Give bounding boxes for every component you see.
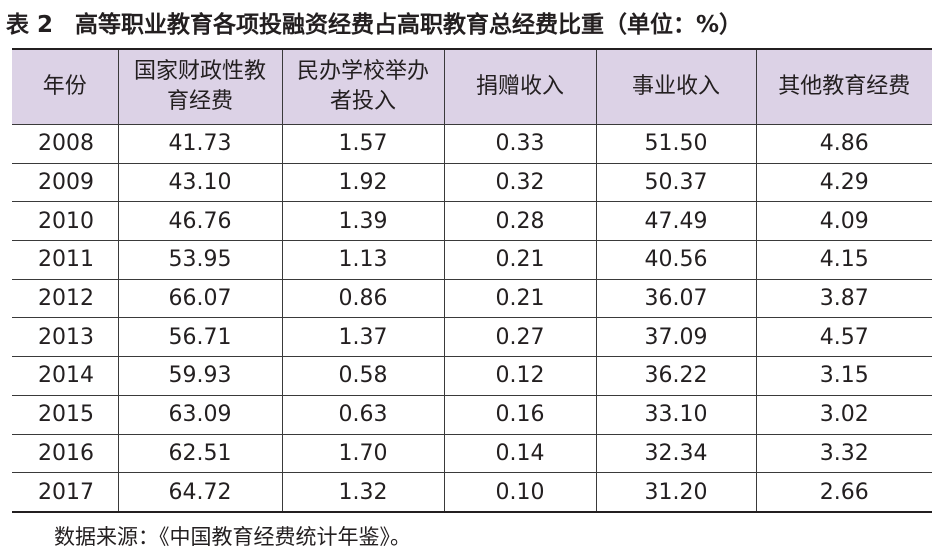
year-cell: 2009	[12, 162, 119, 203]
value-cell: 3.32	[755, 433, 932, 474]
value-cell: 32.34	[595, 433, 757, 474]
header-row: 年份 国家财政性教育经费 民办学校举办者投入 捐赠收入 事业收入 其他教育经费	[12, 48, 932, 125]
value-cell: 0.86	[281, 278, 445, 319]
value-cell: 0.10	[443, 472, 597, 513]
value-cell: 41.73	[117, 124, 283, 164]
year-cell: 2008	[12, 124, 119, 164]
table-row: 2016 62.51 1.70 0.14 32.34 3.32	[12, 433, 932, 474]
value-cell: 66.07	[117, 278, 283, 319]
year-cell: 2011	[12, 240, 119, 280]
table-row: 2015 63.09 0.63 0.16 33.10 3.02	[12, 394, 932, 435]
value-cell: 36.07	[595, 278, 757, 319]
year-cell: 2015	[12, 394, 119, 435]
table-row: 2010 46.76 1.39 0.28 47.49 4.09	[12, 201, 932, 242]
column-header-year: 年份	[12, 48, 119, 125]
year-cell: 2014	[12, 356, 119, 396]
value-cell: 63.09	[117, 394, 283, 435]
value-cell: 3.87	[755, 278, 932, 319]
value-cell: 4.09	[755, 201, 932, 242]
table-title: 表 2 高等职业教育各项投融资经费占高职教育总经费比重（单位：%）	[6, 8, 742, 42]
value-cell: 0.12	[443, 356, 597, 396]
value-cell: 0.14	[443, 433, 597, 474]
year-cell: 2016	[12, 433, 119, 474]
value-cell: 62.51	[117, 433, 283, 474]
value-cell: 1.13	[281, 240, 445, 280]
table-row: 2008 41.73 1.57 0.33 51.50 4.86	[12, 124, 932, 164]
value-cell: 37.09	[595, 317, 757, 358]
year-cell: 2010	[12, 201, 119, 242]
value-cell: 0.21	[443, 278, 597, 319]
table-row: 2013 56.71 1.37 0.27 37.09 4.57	[12, 317, 932, 358]
value-cell: 0.33	[443, 124, 597, 164]
table-row: 2011 53.95 1.13 0.21 40.56 4.15	[12, 240, 932, 280]
value-cell: 40.56	[595, 240, 757, 280]
year-cell: 2013	[12, 317, 119, 358]
value-cell: 3.02	[755, 394, 932, 435]
column-header-private-investor: 民办学校举办者投入	[281, 48, 445, 125]
value-cell: 3.15	[755, 356, 932, 396]
value-cell: 4.29	[755, 162, 932, 203]
value-cell: 0.21	[443, 240, 597, 280]
value-cell: 0.58	[281, 356, 445, 396]
table-row: 2014 59.93 0.58 0.12 36.22 3.15	[12, 356, 932, 396]
value-cell: 46.76	[117, 201, 283, 242]
value-cell: 33.10	[595, 394, 757, 435]
value-cell: 31.20	[595, 472, 757, 513]
table-row: 2017 64.72 1.32 0.10 31.20 2.66	[12, 472, 932, 513]
value-cell: 4.86	[755, 124, 932, 164]
column-header-operating-income: 事业收入	[595, 48, 757, 125]
value-cell: 56.71	[117, 317, 283, 358]
value-cell: 59.93	[117, 356, 283, 396]
value-cell: 0.63	[281, 394, 445, 435]
value-cell: 1.70	[281, 433, 445, 474]
table-number: 表 2	[6, 12, 54, 38]
value-cell: 51.50	[595, 124, 757, 164]
value-cell: 0.32	[443, 162, 597, 203]
value-cell: 0.28	[443, 201, 597, 242]
year-cell: 2012	[12, 278, 119, 319]
table-body: 2008 41.73 1.57 0.33 51.50 4.86 2009 43.10 1.92 0…	[12, 124, 932, 513]
data-table: 年份 国家财政性教育经费 民办学校举办者投入 捐赠收入 事业收入 其他教育经费 …	[12, 48, 932, 513]
value-cell: 64.72	[117, 472, 283, 513]
column-header-other-funds: 其他教育经费	[755, 48, 932, 125]
table-row: 2009 43.10 1.92 0.32 50.37 4.29	[12, 162, 932, 203]
column-header-state-fiscal: 国家财政性教育经费	[117, 48, 283, 125]
value-cell: 1.39	[281, 201, 445, 242]
table-row: 2012 66.07 0.86 0.21 36.07 3.87	[12, 278, 932, 319]
value-cell: 2.66	[755, 472, 932, 513]
value-cell: 4.15	[755, 240, 932, 280]
year-cell: 2017	[12, 472, 119, 513]
value-cell: 1.32	[281, 472, 445, 513]
value-cell: 36.22	[595, 356, 757, 396]
value-cell: 0.16	[443, 394, 597, 435]
value-cell: 1.57	[281, 124, 445, 164]
value-cell: 50.37	[595, 162, 757, 203]
value-cell: 43.10	[117, 162, 283, 203]
value-cell: 4.57	[755, 317, 932, 358]
value-cell: 53.95	[117, 240, 283, 280]
data-source-note: 数据来源：《中国教育经费统计年鉴》。	[54, 525, 411, 549]
value-cell: 1.37	[281, 317, 445, 358]
value-cell: 0.27	[443, 317, 597, 358]
table-title-text: 高等职业教育各项投融资经费占高职教育总经费比重（单位：%）	[75, 12, 743, 38]
value-cell: 1.92	[281, 162, 445, 203]
column-header-donations: 捐赠收入	[443, 48, 597, 125]
value-cell: 47.49	[595, 201, 757, 242]
